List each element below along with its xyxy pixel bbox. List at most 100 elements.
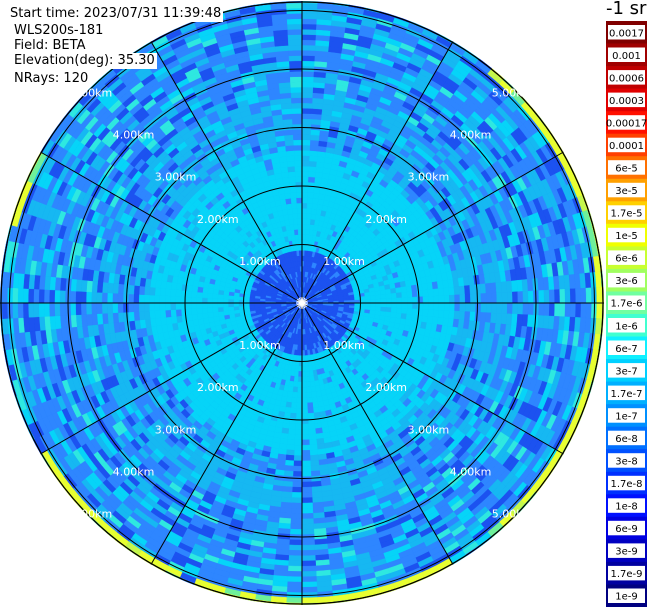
data-cell [517, 291, 524, 304]
data-cell [512, 302, 519, 315]
data-cell [364, 302, 371, 307]
data-cell [301, 407, 309, 414]
data-cell [432, 288, 439, 297]
data-cell [294, 444, 303, 451]
data-cell [301, 213, 307, 220]
data-cell [289, 523, 303, 530]
data-cell [538, 302, 545, 316]
data-cell [548, 289, 555, 304]
data-cell [301, 428, 310, 435]
data-cell [575, 288, 582, 304]
data-cell [292, 476, 303, 483]
data-cell [469, 302, 476, 313]
data-cell [312, 401, 319, 408]
data-cell [301, 192, 309, 199]
data-cell [301, 518, 314, 525]
data-cell [310, 129, 321, 136]
data-cell [301, 392, 308, 399]
data-cell [292, 381, 299, 388]
data-cell [596, 287, 603, 304]
data-cell [313, 187, 321, 195]
data-cell [307, 412, 315, 419]
data-cell [301, 497, 313, 504]
data-cell [301, 50, 316, 57]
data-cell [301, 28, 317, 36]
data-cell [305, 370, 310, 377]
data-cell [294, 428, 303, 435]
data-cell [406, 296, 413, 304]
data-cell [301, 234, 306, 241]
data-cell [286, 444, 295, 451]
data-cell [288, 544, 303, 551]
data-cell [548, 302, 555, 317]
data-cell [301, 123, 312, 130]
data-cell [538, 290, 545, 304]
data-cell [286, 581, 303, 588]
data-cell [453, 310, 460, 320]
data-cell [410, 314, 418, 322]
data-cell [301, 597, 318, 604]
data-cell [284, 406, 292, 414]
data-cell [301, 402, 308, 409]
data-cell [301, 44, 316, 51]
data-cell [285, 454, 295, 461]
data-cell [301, 502, 313, 509]
data-cell [385, 298, 392, 304]
data-cell [301, 555, 316, 562]
data-cell [479, 312, 487, 323]
data-cell [301, 513, 314, 520]
data-cell [443, 287, 450, 296]
data-cell [310, 465, 320, 472]
data-cell [459, 302, 466, 312]
data-cell [475, 302, 482, 313]
data-cell [384, 288, 392, 295]
data-cell [301, 565, 317, 572]
data-cell [301, 449, 311, 456]
data-cell [385, 293, 392, 299]
data-cell [396, 302, 403, 309]
data-cell [580, 302, 587, 319]
data-cell [412, 296, 419, 304]
data-cell [480, 293, 487, 304]
data-cell [306, 397, 313, 404]
data-cell [308, 160, 318, 168]
data-cell [297, 386, 303, 393]
data-cell [308, 176, 316, 183]
data-cell [311, 496, 324, 504]
data-cell [308, 370, 314, 377]
data-cell [559, 288, 566, 304]
data-cell [291, 502, 303, 509]
data-cell [301, 365, 306, 372]
data-cell [284, 459, 294, 467]
data-cell [454, 294, 461, 304]
data-cell [306, 386, 312, 393]
data-cell [309, 145, 319, 152]
data-cell [301, 376, 307, 383]
data-cell [380, 306, 387, 313]
data-cell [301, 371, 307, 377]
data-cell [310, 134, 320, 141]
data-cell [291, 391, 298, 398]
data-cell [290, 518, 303, 525]
data-cell [427, 302, 434, 311]
data-cell [479, 283, 487, 294]
data-cell [301, 560, 317, 567]
data-cell [311, 396, 318, 403]
data-cell [427, 288, 434, 297]
data-cell [305, 365, 310, 372]
data-cell [427, 309, 434, 318]
data-cell [301, 139, 311, 146]
data-cell [301, 39, 317, 46]
data-cell [311, 102, 324, 110]
data-cell [306, 197, 314, 204]
data-cell [309, 449, 319, 456]
data-cell [475, 293, 482, 304]
data-cell [453, 286, 460, 296]
data-cell [295, 413, 303, 420]
data-cell [290, 402, 298, 409]
data-cell [293, 460, 303, 467]
data-cell [296, 392, 303, 399]
data-cell [501, 302, 508, 314]
data-cell [369, 295, 376, 300]
data-cell [427, 295, 434, 304]
